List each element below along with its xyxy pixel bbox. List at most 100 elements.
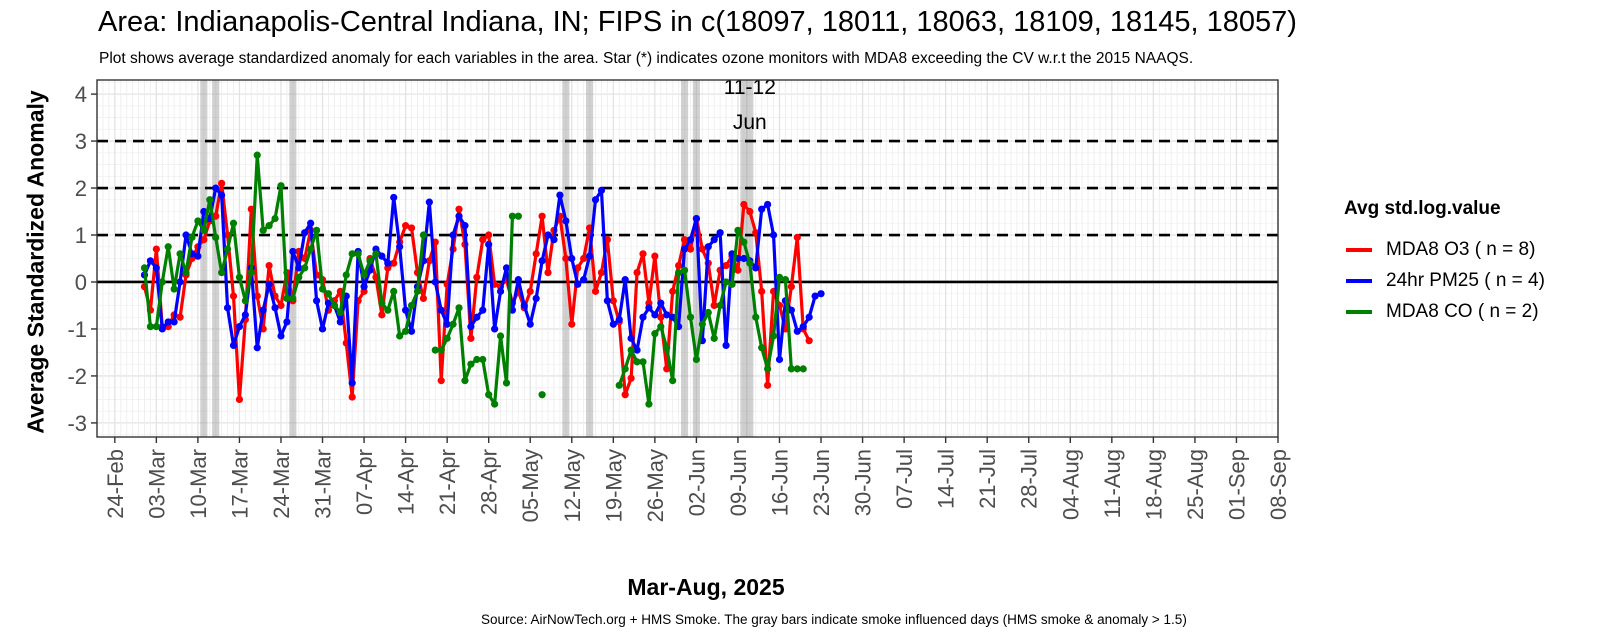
data-point [301, 264, 309, 272]
data-point [265, 222, 273, 230]
data-point [265, 261, 273, 270]
data-point [419, 294, 428, 303]
data-point [532, 250, 540, 258]
data-point [140, 264, 149, 272]
data-point [473, 313, 481, 321]
data-point [467, 323, 475, 331]
data-point [431, 278, 439, 286]
data-point [176, 313, 184, 321]
data-point [633, 346, 641, 354]
data-point [336, 308, 344, 317]
y-tick-label: 4 [75, 82, 87, 107]
x-tick-label: 23-Jun [809, 449, 834, 516]
data-point [793, 365, 801, 373]
y-axis-label: Average Standardized Anomaly [22, 90, 49, 434]
data-point [716, 229, 724, 237]
data-point [241, 297, 249, 305]
data-point [473, 355, 481, 364]
data-point [455, 212, 463, 220]
data-point [722, 278, 730, 286]
data-point [704, 308, 712, 317]
data-point [229, 292, 238, 300]
legend: Avg std.log.value MDA8 O3 ( n = 8) 24hr P… [1344, 198, 1545, 327]
data-point [781, 276, 790, 284]
y-tick-label: -1 [67, 317, 87, 342]
data-point [235, 323, 244, 331]
data-point [793, 233, 801, 241]
legend-item: MDA8 O3 ( n = 8) [1344, 234, 1545, 265]
data-point [639, 358, 647, 366]
data-point [396, 332, 404, 340]
series-line [617, 228, 804, 406]
data-point [342, 271, 350, 279]
x-tick-label: 24-Feb [103, 449, 128, 519]
chart-subtitle: Plot shows average standardized anomaly … [99, 50, 1194, 67]
x-tick-label: 05-May [518, 449, 543, 522]
data-point [544, 268, 552, 277]
data-point [758, 287, 766, 295]
data-point [283, 318, 291, 326]
data-point [734, 226, 742, 234]
x-tick-label: 16-Jun [767, 449, 792, 516]
data-point [562, 217, 570, 225]
data-point [235, 395, 244, 404]
x-tick-label: 19-May [601, 449, 626, 522]
legend-item: MDA8 CO ( n = 2) [1344, 296, 1545, 327]
data-point [710, 236, 718, 244]
data-point [502, 379, 511, 387]
data-point [253, 344, 261, 352]
x-tick-label: 17-Mar [227, 449, 252, 519]
data-point [710, 301, 718, 310]
data-point [176, 278, 184, 286]
data-point [449, 231, 457, 239]
data-point [146, 323, 155, 331]
data-point [146, 257, 155, 265]
x-tick-label: 28-Apr [477, 449, 502, 515]
data-point [787, 365, 795, 373]
y-tick-label: -2 [67, 364, 87, 389]
data-point [461, 377, 469, 385]
data-point [425, 257, 433, 265]
data-point [663, 365, 671, 373]
x-tick-label: 03-Mar [144, 449, 169, 519]
data-point [485, 240, 493, 249]
data-point [722, 341, 730, 350]
data-point [615, 315, 623, 324]
data-point [277, 332, 285, 340]
data-point [265, 280, 273, 288]
data-point [568, 254, 576, 263]
data-point [229, 219, 238, 227]
data-point [520, 301, 528, 310]
data-point [485, 391, 493, 399]
x-tick-label: 12-May [560, 449, 585, 522]
data-point [764, 365, 772, 373]
data-point [585, 252, 594, 260]
data-point [271, 214, 279, 223]
data-point [218, 179, 226, 187]
data-point [241, 311, 249, 319]
data-point [514, 212, 522, 220]
data-point [568, 320, 576, 328]
data-point [621, 391, 629, 399]
data-point [538, 212, 546, 220]
data-point [686, 236, 695, 244]
data-point [259, 226, 267, 234]
data-point [188, 233, 196, 241]
data-point [663, 311, 671, 319]
data-point [627, 374, 635, 382]
data-point [348, 250, 356, 258]
data-point [336, 318, 344, 326]
x-tick-label: 26-May [643, 449, 668, 522]
x-tick-label: 18-Aug [1141, 449, 1166, 520]
data-point [674, 268, 683, 277]
series-2 [140, 151, 807, 408]
data-point [295, 273, 303, 281]
data-point [692, 355, 701, 364]
data-point [301, 229, 309, 237]
data-point [390, 287, 398, 295]
data-point [295, 264, 303, 272]
y-tick-label: -3 [67, 411, 87, 436]
data-point [402, 306, 410, 314]
x-tick-label: 24-Mar [269, 449, 294, 519]
data-point [799, 365, 807, 373]
